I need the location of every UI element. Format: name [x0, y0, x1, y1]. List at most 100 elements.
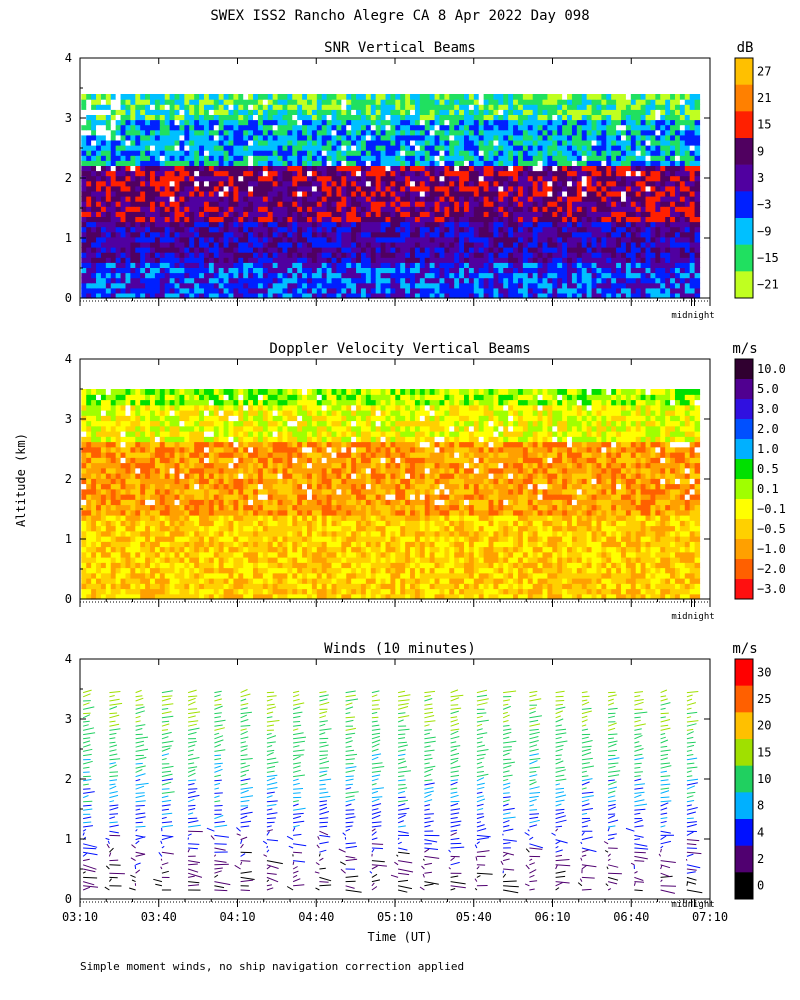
- heatmap-cell: [213, 99, 220, 105]
- heatmap-cell: [257, 165, 264, 172]
- heatmap-cell: [468, 247, 475, 253]
- heatmap-cell: [562, 170, 568, 177]
- heatmap-cell: [454, 94, 460, 100]
- heatmap-cell: [576, 282, 583, 289]
- heatmap-cell: [488, 134, 495, 141]
- heatmap-cell: [493, 155, 499, 161]
- heatmap-cell: [395, 236, 401, 243]
- heatmap-cell: [640, 139, 647, 146]
- heatmap-cell: [331, 129, 338, 136]
- heatmap-cell: [454, 282, 460, 289]
- heatmap-cell: [419, 231, 426, 238]
- heatmap-cell: [591, 150, 598, 156]
- heatmap-cell: [159, 129, 166, 136]
- heatmap-cell: [110, 287, 117, 294]
- heatmap-cell: [552, 165, 558, 172]
- heatmap-cell: [262, 109, 269, 115]
- heatmap-cell: [341, 165, 347, 172]
- heatmap-cell: [257, 247, 264, 253]
- heatmap-cell: [253, 155, 259, 161]
- heatmap-cell: [429, 170, 436, 177]
- heatmap-cell: [272, 292, 279, 299]
- heatmap-cell: [184, 257, 190, 263]
- heatmap-cell: [601, 231, 607, 238]
- heatmap-cell: [513, 292, 519, 299]
- heatmap-cell: [537, 216, 544, 223]
- heatmap-cell: [135, 114, 141, 121]
- heatmap-cell: [292, 247, 298, 253]
- heatmap-cell: [689, 190, 696, 197]
- heatmap-cell: [459, 190, 465, 197]
- heatmap-cell: [591, 287, 598, 294]
- heatmap-cell: [424, 272, 431, 279]
- heatmap-cell: [189, 145, 195, 151]
- heatmap-cell: [517, 257, 524, 263]
- heatmap-cell: [311, 262, 318, 268]
- heatmap-cell: [635, 124, 642, 131]
- heatmap-cell: [228, 201, 235, 207]
- heatmap-cell: [233, 196, 239, 202]
- heatmap-cell: [537, 124, 544, 131]
- heatmap-cell: [135, 241, 141, 248]
- heatmap-cell: [674, 247, 681, 253]
- heatmap-cell: [360, 292, 367, 299]
- heatmap-cell: [527, 129, 534, 136]
- heatmap-cell: [272, 272, 279, 279]
- heatmap-cell: [601, 206, 607, 212]
- heatmap-cell: [140, 180, 146, 187]
- heatmap-cell: [184, 119, 190, 126]
- heatmap-cell: [567, 252, 573, 258]
- heatmap-cell: [150, 139, 156, 146]
- heatmap-cell: [532, 241, 539, 248]
- heatmap-cell: [365, 206, 372, 212]
- heatmap-cell: [473, 170, 480, 177]
- heatmap-cell: [208, 211, 215, 217]
- heatmap-cell: [287, 241, 293, 248]
- heatmap-cell: [179, 129, 185, 136]
- heatmap-cell: [292, 211, 298, 217]
- heatmap-cell: [498, 114, 504, 121]
- heatmap-cell: [621, 201, 627, 207]
- heatmap-cell: [262, 267, 269, 274]
- heatmap-cell: [341, 175, 347, 182]
- heatmap-cell: [674, 175, 681, 182]
- heatmap-cell: [370, 257, 377, 263]
- heatmap-cell: [91, 262, 97, 268]
- heatmap-cell: [179, 145, 185, 151]
- heatmap-cell: [341, 267, 347, 274]
- heatmap-cell: [424, 190, 431, 197]
- heatmap-cell: [331, 145, 338, 151]
- heatmap-cell: [532, 104, 539, 110]
- heatmap-cell: [203, 114, 210, 121]
- heatmap-cell: [125, 150, 131, 156]
- heatmap-cell: [591, 241, 598, 248]
- heatmap-cell: [395, 257, 401, 263]
- heatmap-cell: [375, 262, 382, 268]
- heatmap-cell: [670, 231, 676, 238]
- heatmap-cell: [567, 155, 573, 161]
- heatmap-cell: [208, 134, 215, 141]
- heatmap-cell: [414, 150, 421, 156]
- heatmap-cell: [307, 150, 313, 156]
- heatmap-cell: [694, 252, 701, 258]
- heatmap-cell: [449, 104, 455, 110]
- heatmap-cell: [635, 155, 642, 161]
- heatmap-cell: [233, 129, 239, 136]
- heatmap-cell: [311, 206, 318, 212]
- heatmap-cell: [267, 292, 274, 299]
- heatmap-cell: [444, 247, 450, 253]
- heatmap-cell: [468, 226, 475, 233]
- heatmap-cell: [184, 216, 190, 223]
- heatmap-cell: [591, 267, 598, 274]
- heatmap-cell: [395, 160, 401, 166]
- heatmap-cell: [547, 216, 553, 223]
- heatmap-cell: [115, 267, 122, 274]
- heatmap-cell: [243, 252, 249, 258]
- heatmap-cell: [86, 155, 92, 161]
- heatmap-cell: [537, 155, 544, 161]
- heatmap-cell: [360, 160, 367, 166]
- heatmap-cell: [356, 272, 362, 279]
- heatmap-cell: [684, 185, 691, 192]
- heatmap-cell: [105, 292, 112, 299]
- heatmap-cell: [238, 124, 244, 131]
